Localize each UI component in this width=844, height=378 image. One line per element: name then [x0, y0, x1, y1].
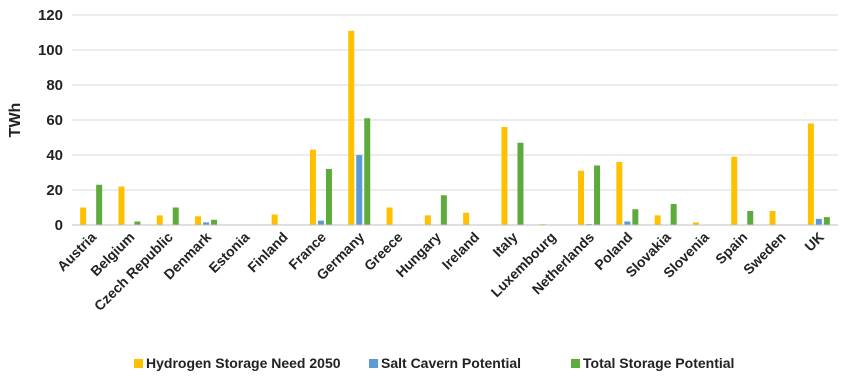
bar-1-6: [317, 220, 324, 225]
bar-2-11: [517, 142, 524, 225]
bar-0-5: [271, 214, 278, 225]
bar-0-10: [463, 212, 470, 225]
bars: [80, 30, 830, 225]
bar-0-11: [501, 127, 508, 225]
legend-label: Salt Cavern Potential: [381, 355, 521, 371]
bar-1-3: [203, 222, 210, 225]
bar-2-17: [747, 211, 754, 225]
y-tick-label: 60: [46, 112, 63, 129]
bar-0-14: [616, 162, 623, 225]
x-tick-label: Ireland: [438, 229, 482, 273]
bar-2-14: [632, 209, 639, 225]
bar-2-2: [172, 207, 179, 225]
bar-0-1: [118, 186, 125, 225]
bar-0-9: [424, 215, 431, 225]
bar-0-8: [386, 207, 393, 225]
bar-2-15: [670, 204, 677, 225]
y-tick-label: 80: [46, 77, 63, 94]
bar-1-19: [815, 218, 822, 225]
bar-2-0: [96, 184, 103, 225]
bar-2-3: [211, 219, 218, 225]
bar-0-3: [195, 216, 202, 225]
bar-0-19: [807, 123, 814, 225]
bar-2-9: [440, 195, 447, 225]
bar-0-0: [80, 207, 87, 225]
legend-label: Total Storage Potential: [583, 355, 734, 371]
bar-2-1: [134, 221, 141, 225]
bar-2-6: [325, 169, 332, 225]
legend: Hydrogen Storage Need 2050 Salt Cavern Po…: [134, 355, 734, 371]
x-tick-label: Estonia: [205, 229, 252, 276]
bar-0-18: [769, 211, 776, 225]
bar-2-7: [364, 118, 371, 225]
bar-0-16: [692, 222, 699, 225]
bar-0-15: [654, 215, 661, 225]
legend-swatch: [369, 359, 378, 368]
bar-2-13: [594, 165, 601, 225]
x-tick-label: Finland: [244, 229, 291, 276]
gridlines: [72, 14, 838, 191]
y-tick-label: 0: [55, 217, 63, 234]
y-tick-label: 20: [46, 182, 63, 199]
y-tick-label: 40: [46, 147, 63, 164]
y-axis-ticks: 0 20 40 60 80 100 120: [38, 7, 63, 234]
bar-2-19: [823, 217, 830, 225]
x-tick-label: Sweden: [740, 229, 789, 278]
bar-0-13: [578, 170, 585, 225]
bar-0-17: [731, 156, 738, 225]
legend-swatch: [571, 359, 580, 368]
bar-0-6: [309, 149, 316, 225]
legend-swatch: [134, 359, 143, 368]
bar-0-2: [156, 215, 163, 225]
y-axis-label: TWh: [7, 103, 24, 138]
x-tick-label: UK: [801, 229, 827, 255]
bar-1-14: [624, 221, 631, 225]
y-tick-label: 100: [38, 42, 63, 59]
y-tick-label: 120: [38, 7, 63, 24]
bar-0-7: [348, 30, 355, 225]
bar-1-7: [356, 155, 363, 225]
x-tick-label: Italy: [489, 229, 520, 260]
legend-label: Hydrogen Storage Need 2050: [146, 355, 341, 371]
